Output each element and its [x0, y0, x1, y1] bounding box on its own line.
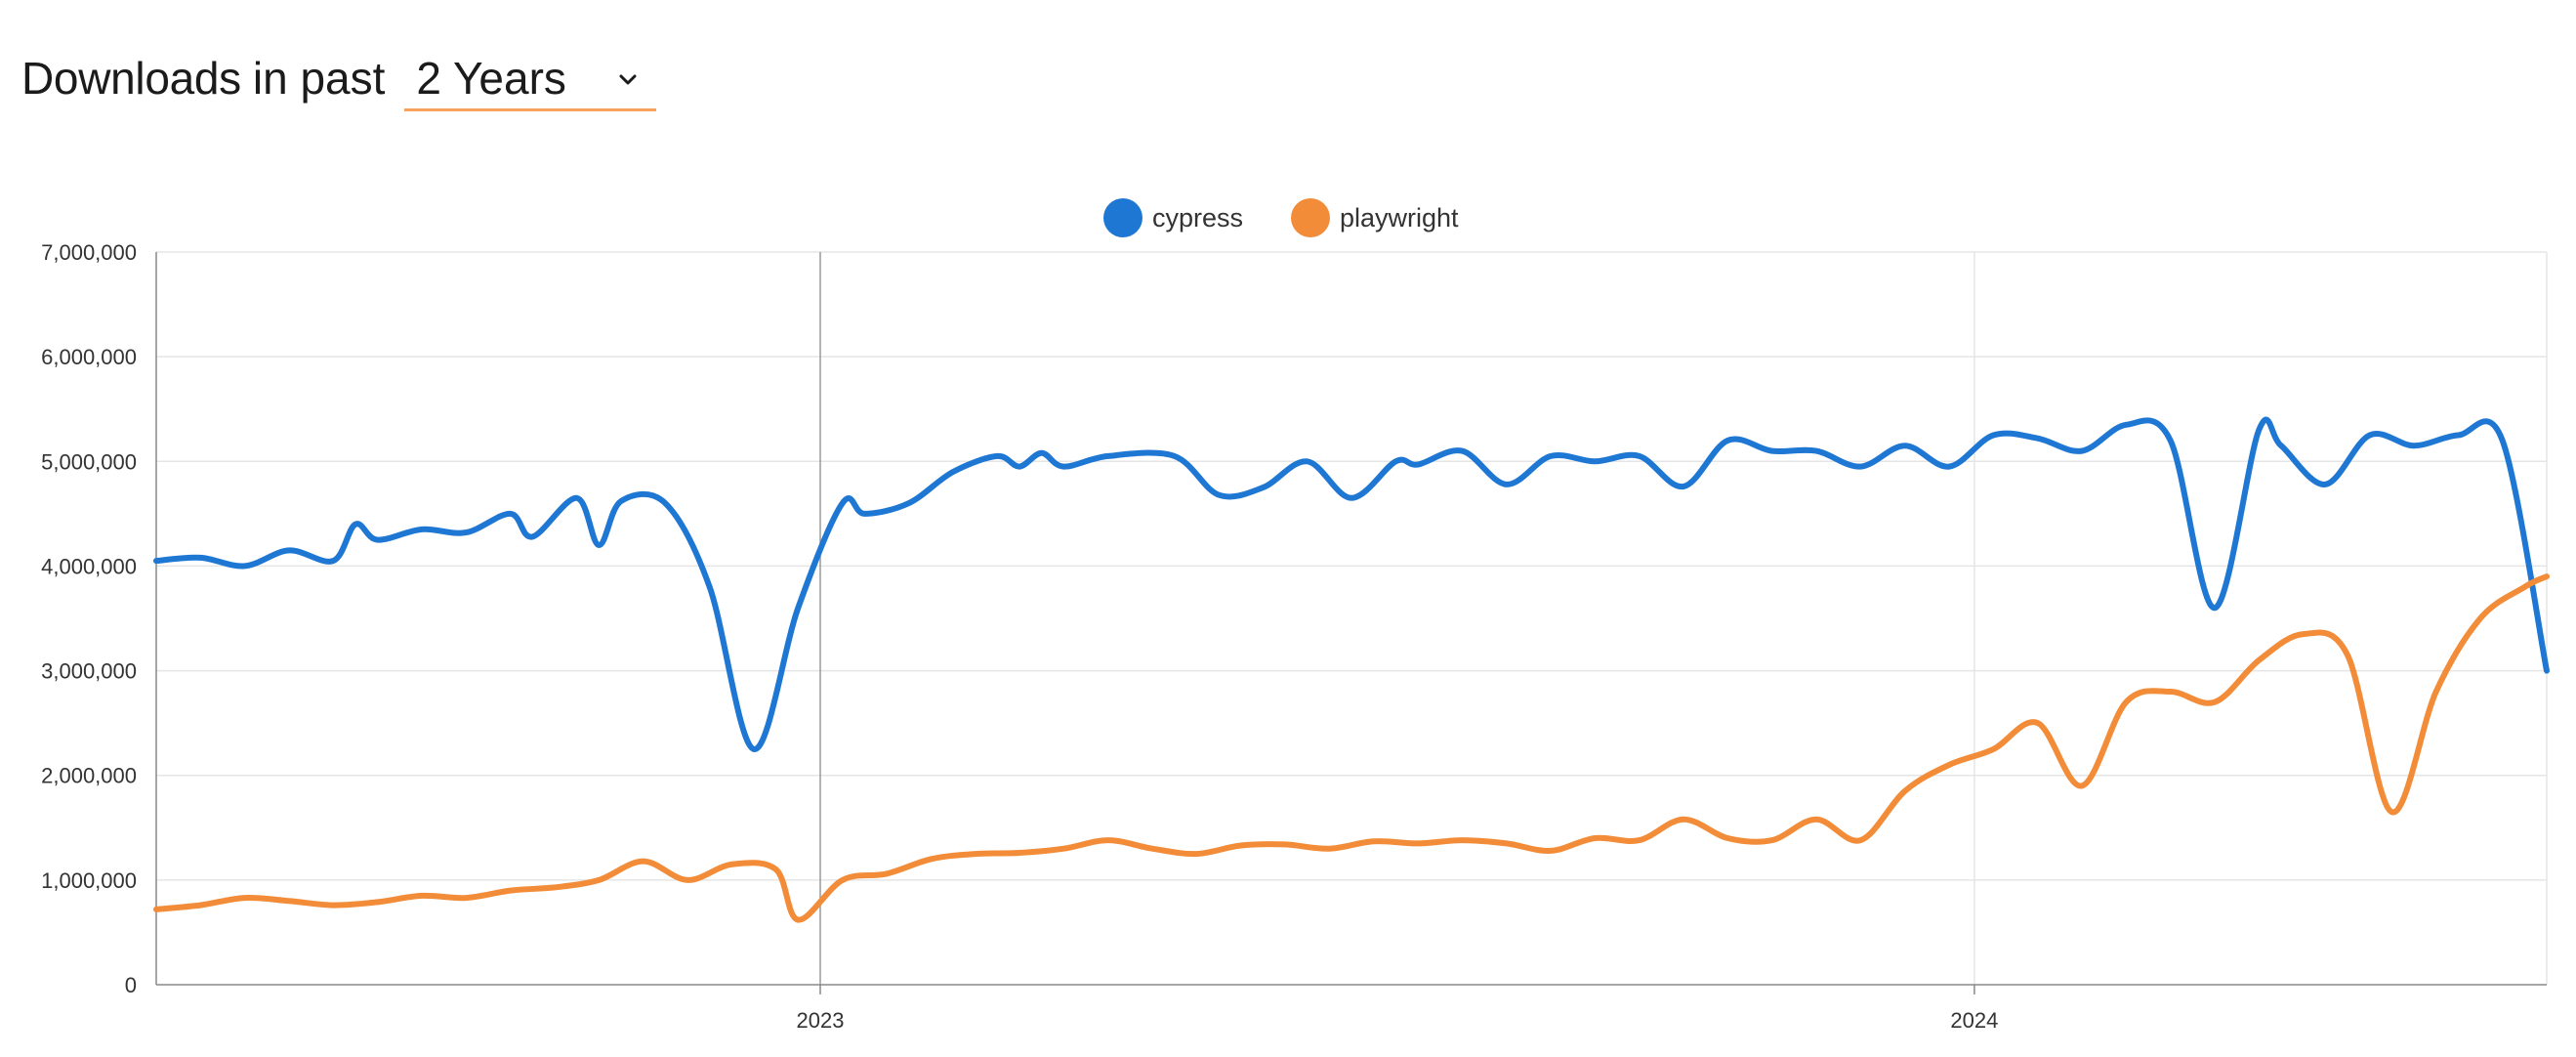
y-tick-label: 2,000,000 [41, 764, 137, 788]
header-title-strong: Downloads [21, 52, 241, 104]
chart-legend: cypress playwright [1103, 198, 1459, 237]
y-tick-label: 3,000,000 [41, 659, 137, 684]
series-layer [153, 416, 2550, 923]
legend-label-cypress: cypress [1152, 203, 1243, 233]
legend-marker-cypress [1103, 198, 1143, 237]
y-tick-label: 4,000,000 [41, 554, 137, 578]
series-line-cypress [153, 416, 2550, 752]
header-title-light: in past [252, 52, 386, 104]
x-tick-label: 2024 [1950, 1008, 1998, 1033]
y-tick-label: 6,000,000 [41, 345, 137, 369]
grid-layer [156, 251, 2548, 985]
legend-marker-playwright [1291, 198, 1330, 237]
y-tick-label: 1,000,000 [41, 868, 137, 893]
period-select[interactable]: 2 Years [404, 47, 657, 111]
x-tick-label: 2023 [797, 1008, 845, 1033]
y-tick-label: 7,000,000 [41, 240, 137, 265]
y-tick-label: 5,000,000 [41, 449, 137, 474]
series-line-playwright [153, 573, 2550, 923]
axis-layer: 0 1,000,000 2,000,000 3,000,000 4,000,000 5,0… [41, 240, 2547, 1033]
legend-label-playwright: playwright [1340, 203, 1459, 233]
period-select-value: 2 Years [416, 52, 566, 104]
chevron-down-icon [619, 74, 637, 85]
downloads-header: Downloads in past 2 Years [21, 47, 657, 111]
y-tick-label: 0 [125, 973, 137, 997]
